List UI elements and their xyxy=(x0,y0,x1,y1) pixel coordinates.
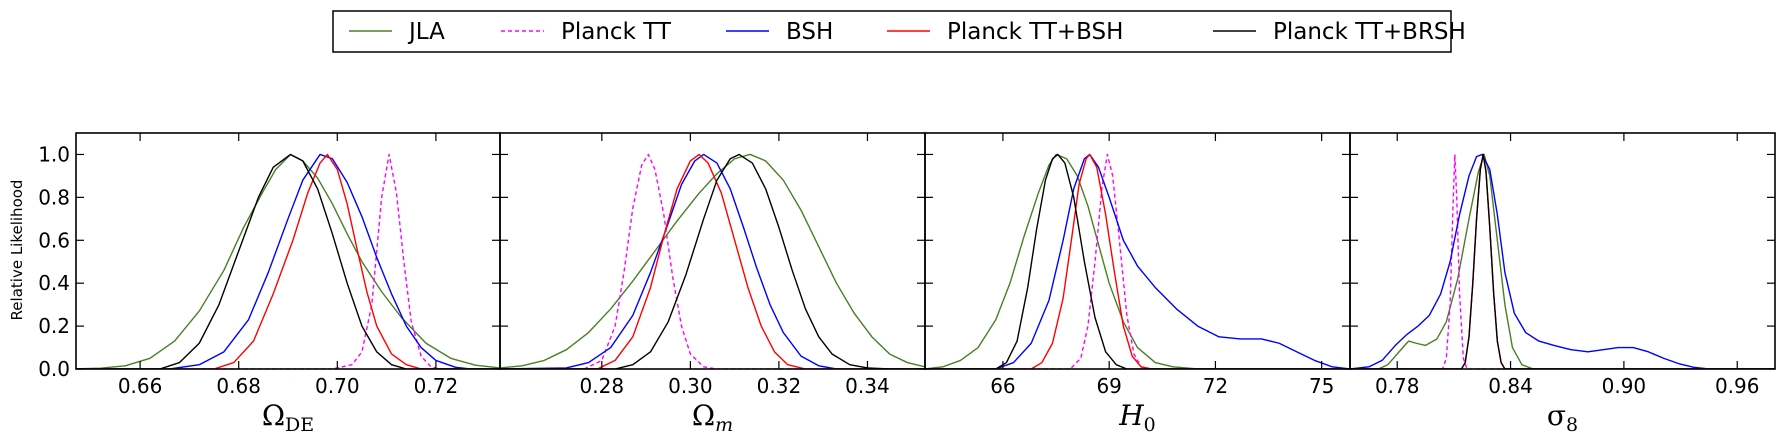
x-tick-label: 0.30 xyxy=(668,374,713,398)
plot-frame xyxy=(1349,132,1776,370)
x-tick-label: 0.90 xyxy=(1602,374,1647,398)
curve-planck-tt-brsh xyxy=(76,153,500,369)
y-tick-label: 0.2 xyxy=(38,314,70,338)
curve-planck-tt-bsh xyxy=(925,153,1350,369)
curve-bsh xyxy=(500,153,925,369)
x-axis-label: H0 xyxy=(1118,399,1156,436)
panel-omega-de: 0.66 0.68 0.70 0.72 0.0 0.2 0.4 0.6 0.8 1.0 ΩDE xyxy=(38,132,501,436)
y-tick-label: 0.0 xyxy=(38,357,70,381)
x-axis-label-main: Ω xyxy=(262,399,285,432)
y-tick-label: 0.4 xyxy=(38,271,70,295)
curve-planck-tt-brsh xyxy=(500,153,925,369)
x-axis-label-subscript: m xyxy=(715,414,733,436)
x-tick-label: 0.70 xyxy=(315,374,360,398)
x-tick-label: 0.28 xyxy=(580,374,625,398)
curve-jla xyxy=(500,153,925,369)
x-axis-label-main: σ xyxy=(1547,399,1566,432)
panel-sigma8: 0.78 0.84 0.90 0.96 σ8 xyxy=(1349,132,1776,436)
x-axis-label-main: H xyxy=(1118,399,1144,432)
curve-bsh xyxy=(1350,153,1775,369)
x-tick-label: 66 xyxy=(990,374,1015,398)
curves xyxy=(1350,153,1775,369)
curve-bsh xyxy=(76,153,500,369)
x-tick-label: 0.72 xyxy=(414,374,459,398)
x-axis-label: ΩDE xyxy=(262,399,314,436)
x-tick-label: 0.68 xyxy=(216,374,261,398)
x-axis-label-subscript: 8 xyxy=(1566,414,1578,436)
x-tick-label: 0.78 xyxy=(1375,374,1420,398)
curve-planck-tt xyxy=(925,153,1350,369)
x-axis-label-subscript: 0 xyxy=(1144,414,1156,436)
x-tick-label: 0.66 xyxy=(118,374,163,398)
x-axis-label-subscript: DE xyxy=(285,414,314,436)
plot-frame xyxy=(499,132,926,370)
curve-planck-tt-brsh xyxy=(925,153,1350,369)
plot-frame xyxy=(924,132,1351,370)
curve-jla xyxy=(1350,153,1775,369)
legend-label-planck-tt-bsh: Planck TT+BSH xyxy=(947,19,1123,45)
x-tick-label: 0.32 xyxy=(757,374,802,398)
legend: JLA Planck TT BSH Planck TT+BSH Planck TT+BR… xyxy=(332,10,1466,53)
x-axis-label-main: Ω xyxy=(692,399,715,432)
panel-h0: 66 69 72 75 H0 xyxy=(924,132,1351,436)
curve-planck-tt xyxy=(1350,153,1775,369)
x-tick-label: 72 xyxy=(1203,374,1228,398)
plot-frame xyxy=(75,132,501,370)
curve-planck-tt xyxy=(76,153,500,369)
curves xyxy=(76,153,500,369)
legend-label-jla: JLA xyxy=(407,19,445,45)
curves xyxy=(500,153,925,369)
curve-planck-tt-bsh xyxy=(76,153,500,369)
curve-bsh xyxy=(925,153,1350,369)
x-axis-label: Ωm xyxy=(692,399,733,436)
y-tick-label: 0.8 xyxy=(38,185,70,209)
panel-omega-m: 0.28 0.30 0.32 0.34 Ωm xyxy=(499,132,926,436)
curve-jla xyxy=(76,153,500,369)
x-axis-label: σ8 xyxy=(1547,399,1578,436)
x-tick-label: 0.84 xyxy=(1488,374,1533,398)
curves xyxy=(925,153,1350,369)
y-tick-label: 0.6 xyxy=(38,228,70,252)
x-tick-label: 0.96 xyxy=(1715,374,1760,398)
legend-label-planck-tt: Planck TT xyxy=(561,19,672,45)
x-tick-label: 0.34 xyxy=(845,374,890,398)
y-tick-label: 1.0 xyxy=(38,142,70,166)
chart-panels: 0.66 0.68 0.70 0.720.00.20.40.60.81.0ΩDE0.2… xyxy=(38,132,1776,436)
x-tick-label: 69 xyxy=(1096,374,1121,398)
curve-planck-tt-brsh xyxy=(1350,153,1775,369)
legend-label-planck-tt-brsh: Planck TT+BRSH xyxy=(1273,19,1466,45)
legend-label-bsh: BSH xyxy=(786,19,833,45)
curve-planck-tt xyxy=(500,153,925,369)
y-axis-label: Relative Likelihood xyxy=(8,180,26,321)
curve-planck-tt-bsh xyxy=(500,153,925,369)
curve-jla xyxy=(925,153,1350,369)
curve-planck-tt-bsh xyxy=(1350,153,1775,369)
x-tick-label: 75 xyxy=(1309,374,1334,398)
